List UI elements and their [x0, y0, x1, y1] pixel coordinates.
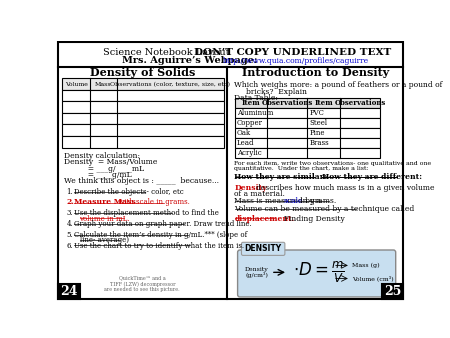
- Text: DON’T COPY UNDERLINED TEXT: DON’T COPY UNDERLINED TEXT: [194, 48, 392, 56]
- Text: Mass: Mass: [95, 81, 112, 87]
- Text: with scale in grams.: with scale in grams.: [116, 198, 190, 207]
- Text: Density of Solids: Density of Solids: [90, 67, 195, 78]
- Text: Observations (color, texture, size, etc): Observations (color, texture, size, etc): [110, 81, 230, 87]
- FancyBboxPatch shape: [238, 250, 396, 297]
- Text: PVC: PVC: [310, 108, 324, 117]
- Text: 2.: 2.: [66, 198, 74, 207]
- Text: 3.: 3.: [66, 209, 73, 217]
- Text: 5.: 5.: [66, 231, 73, 239]
- Text: bricks?  Explain: bricks? Explain: [246, 88, 307, 96]
- Text: Introduction to Density: Introduction to Density: [242, 67, 390, 78]
- Text: Density calculation:: Density calculation:: [64, 152, 140, 160]
- Text: = ___g/  ___mL: = ___g/ ___mL: [64, 165, 144, 172]
- Bar: [234, 118, 380, 127]
- Text: We think this object is : _____  because...: We think this object is : _____ because.…: [64, 177, 219, 185]
- Bar: [63, 113, 224, 124]
- Text: Aluminum: Aluminum: [237, 108, 273, 117]
- Text: Mrs. Aguirre’s Webpage:: Mrs. Aguirre’s Webpage:: [122, 56, 261, 65]
- Text: describes how much mass is in a given volume: describes how much mass is in a given vo…: [256, 184, 435, 192]
- Text: 25: 25: [384, 285, 401, 298]
- Text: Brass: Brass: [310, 139, 329, 147]
- Text: DENSITY: DENSITY: [245, 244, 282, 253]
- Text: Data Table:: Data Table:: [234, 94, 279, 102]
- Text: QuickTime™ and a
TIFF (LZW) decompressor
are needed to see this picture.: QuickTime™ and a TIFF (LZW) decompressor…: [104, 275, 180, 292]
- Text: Density  = Mass/Volume: Density = Mass/Volume: [64, 159, 158, 166]
- Text: Describe the objects- color, etc: Describe the objects- color, etc: [74, 188, 184, 196]
- Text: Observations: Observations: [261, 99, 313, 106]
- Bar: [382, 284, 404, 299]
- Text: quantitative.  Under the chart, make a list:: quantitative. Under the chart, make a li…: [234, 166, 369, 171]
- Text: Density: Density: [234, 184, 267, 192]
- Bar: [234, 148, 380, 158]
- Text: Volume (cm³): Volume (cm³): [352, 275, 394, 282]
- Bar: [234, 98, 380, 107]
- Text: displacement.: displacement.: [234, 215, 295, 223]
- Bar: [58, 284, 80, 299]
- Bar: [63, 136, 224, 148]
- Bar: [63, 78, 224, 90]
- Bar: [63, 90, 224, 101]
- Text: (g/cm³): (g/cm³): [246, 272, 268, 279]
- Text: Mass (g): Mass (g): [352, 263, 380, 268]
- Text: 4.: 4.: [66, 220, 73, 228]
- Text: scale: scale: [284, 197, 304, 205]
- Text: Finding Density: Finding Density: [279, 215, 344, 223]
- Bar: [234, 107, 380, 118]
- Text: Volume can be measured by a technique called: Volume can be measured by a technique ca…: [234, 206, 415, 213]
- Text: http://www.quia.com/profiles/caguirre: http://www.quia.com/profiles/caguirre: [223, 56, 369, 65]
- Text: 6.: 6.: [66, 242, 73, 249]
- Text: Item: Item: [314, 99, 333, 106]
- Text: line- average): line- average): [80, 236, 129, 244]
- Text: For each item, write two observations- one qualitative and one: For each item, write two observations- o…: [234, 161, 432, 166]
- Text: Pine: Pine: [310, 128, 325, 137]
- Text: Lead: Lead: [237, 139, 254, 147]
- Text: Acrylic: Acrylic: [237, 149, 261, 156]
- Text: Copper: Copper: [237, 119, 263, 126]
- Text: Measure Mass: Measure Mass: [74, 198, 136, 207]
- Text: Oak: Oak: [237, 128, 251, 137]
- Text: Volume: Volume: [65, 81, 87, 87]
- Text: Item: Item: [242, 99, 260, 106]
- Text: = ____g/mL: = ____g/mL: [64, 171, 131, 179]
- Text: Use the displacement method to find the: Use the displacement method to find the: [74, 209, 221, 217]
- Bar: [234, 138, 380, 148]
- Text: in grams.: in grams.: [298, 197, 336, 205]
- Text: Mass is measured by a: Mass is measured by a: [234, 197, 324, 205]
- Text: How they are different:: How they are different:: [322, 173, 422, 181]
- Text: volume in mL.: volume in mL.: [80, 215, 130, 223]
- Text: Science Notebook Layout: Science Notebook Layout: [103, 48, 233, 56]
- Text: Observations: Observations: [334, 99, 386, 106]
- Text: Steel: Steel: [310, 119, 328, 126]
- Text: 24: 24: [60, 285, 77, 298]
- Bar: [63, 101, 224, 113]
- Text: How they are similar:: How they are similar:: [234, 173, 327, 181]
- Text: Density: Density: [245, 267, 269, 272]
- Bar: [63, 124, 224, 136]
- Text: Which weighs more: a pound of feathers or a pound of: Which weighs more: a pound of feathers o…: [234, 81, 443, 89]
- Text: 1.: 1.: [66, 188, 73, 196]
- Text: of a material.: of a material.: [234, 190, 285, 198]
- Text: Calculate the item’s density in g/mL.*** (slope of: Calculate the item’s density in g/mL.***…: [74, 231, 248, 239]
- FancyBboxPatch shape: [242, 242, 285, 256]
- Text: Use the chart to try to identify what the item is.: Use the chart to try to identify what th…: [74, 242, 244, 249]
- Text: Graph your data on graph paper. Draw trend line.: Graph your data on graph paper. Draw tre…: [74, 220, 252, 228]
- Bar: [234, 127, 380, 138]
- Text: $\cdot D = \frac{m}{V}$: $\cdot D = \frac{m}{V}$: [292, 260, 344, 285]
